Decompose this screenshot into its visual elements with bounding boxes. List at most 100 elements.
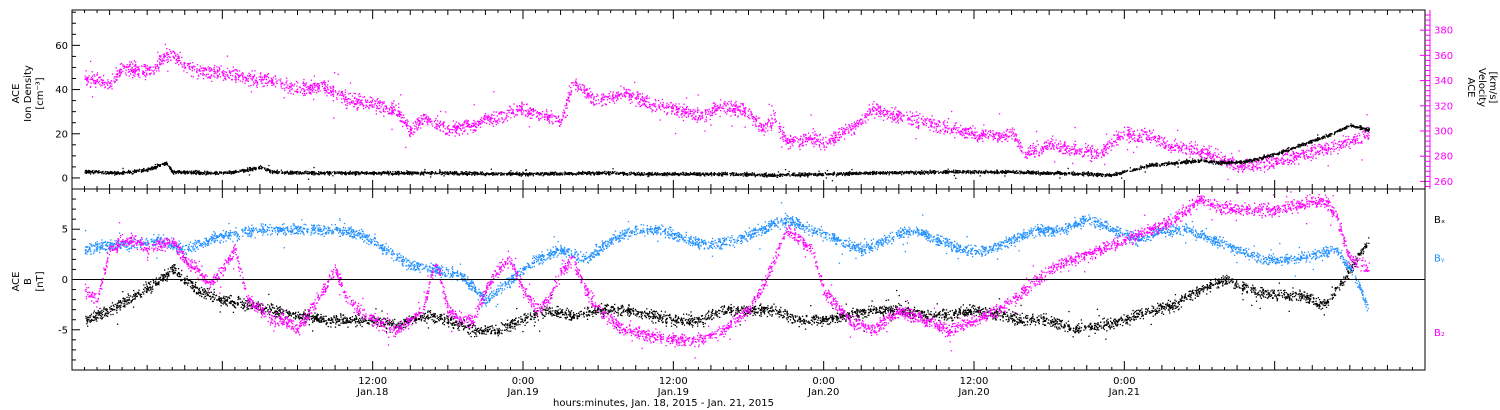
data-point <box>732 104 735 106</box>
data-point <box>379 107 381 109</box>
data-point <box>356 109 359 111</box>
data-point <box>1285 153 1287 155</box>
data-point <box>1292 151 1295 154</box>
data-point <box>545 109 548 111</box>
data-point <box>1327 144 1330 146</box>
data-point <box>1173 149 1175 152</box>
data-point <box>1327 147 1330 150</box>
data-point <box>783 134 785 136</box>
data-point <box>243 76 245 78</box>
data-point <box>620 85 622 87</box>
data-point <box>166 56 168 59</box>
data-point <box>419 123 421 125</box>
data-point <box>309 92 311 95</box>
data-point <box>982 130 985 132</box>
data-point <box>1117 133 1119 135</box>
data-point <box>476 126 478 129</box>
data-point <box>149 73 151 76</box>
data-point <box>1128 142 1130 144</box>
data-point <box>276 80 278 82</box>
data-point <box>453 129 455 131</box>
data-point <box>1364 129 1366 132</box>
data-point <box>894 117 896 119</box>
data-point <box>291 173 293 175</box>
data-point <box>1184 148 1186 150</box>
data-point <box>997 141 999 143</box>
data-point <box>96 74 99 76</box>
data-point <box>464 129 466 131</box>
data-point <box>998 135 1000 137</box>
data-point <box>892 113 895 115</box>
data-point <box>539 112 542 114</box>
data-point <box>755 119 757 121</box>
data-point <box>142 70 144 73</box>
data-point <box>412 122 414 124</box>
data-point <box>976 139 979 141</box>
data-point <box>850 134 853 136</box>
data-point <box>1011 133 1014 135</box>
data-point <box>1003 136 1005 138</box>
data-point <box>1078 148 1080 150</box>
data-point <box>814 142 816 144</box>
data-point <box>1340 146 1342 148</box>
data-point <box>1015 133 1017 135</box>
data-point <box>1002 136 1004 138</box>
data-point <box>1292 161 1294 163</box>
data-point <box>1180 147 1182 150</box>
data-point <box>776 176 779 178</box>
data-point <box>848 132 850 134</box>
data-point <box>111 88 113 90</box>
data-point <box>1138 140 1141 142</box>
data-point <box>1080 149 1082 151</box>
data-point <box>878 112 881 114</box>
data-point <box>753 121 755 123</box>
data-point <box>896 117 898 119</box>
data-point <box>1133 139 1136 142</box>
data-point <box>318 85 320 87</box>
data-point <box>807 132 810 134</box>
data-point <box>592 93 594 95</box>
data-point <box>757 117 759 119</box>
data-point <box>898 112 901 114</box>
data-point <box>385 107 388 109</box>
data-point <box>1096 157 1098 160</box>
data-point <box>754 123 757 125</box>
data-point <box>771 117 773 119</box>
data-point <box>471 126 473 128</box>
data-point <box>1310 159 1312 162</box>
data-point <box>872 110 875 112</box>
data-point <box>467 120 469 123</box>
data-point <box>710 114 712 116</box>
data-point <box>128 71 130 73</box>
data-point <box>442 124 444 126</box>
data-point <box>697 117 700 120</box>
data-point <box>581 84 583 86</box>
data-point <box>635 98 638 100</box>
data-point <box>529 107 531 109</box>
data-point <box>1339 146 1341 149</box>
data-point <box>384 111 386 113</box>
data-point <box>154 66 156 68</box>
data-point <box>710 111 712 114</box>
data-point <box>1325 152 1327 154</box>
data-point <box>468 125 470 127</box>
data-point <box>424 120 426 122</box>
data-point <box>305 84 307 86</box>
data-point <box>1302 153 1305 155</box>
data-point <box>792 137 794 139</box>
data-point <box>788 138 791 141</box>
data-point <box>668 103 670 105</box>
data-point <box>1052 135 1054 137</box>
data-point <box>416 123 418 125</box>
data-point <box>369 104 371 106</box>
data-point <box>341 92 343 94</box>
data-point <box>115 73 117 75</box>
data-point <box>1344 139 1346 142</box>
data-point <box>96 74 98 76</box>
data-point <box>1009 128 1011 131</box>
data-point <box>844 174 846 177</box>
data-point <box>373 106 375 108</box>
data-point <box>92 82 95 84</box>
data-point <box>1177 129 1179 132</box>
data-point <box>265 76 267 78</box>
